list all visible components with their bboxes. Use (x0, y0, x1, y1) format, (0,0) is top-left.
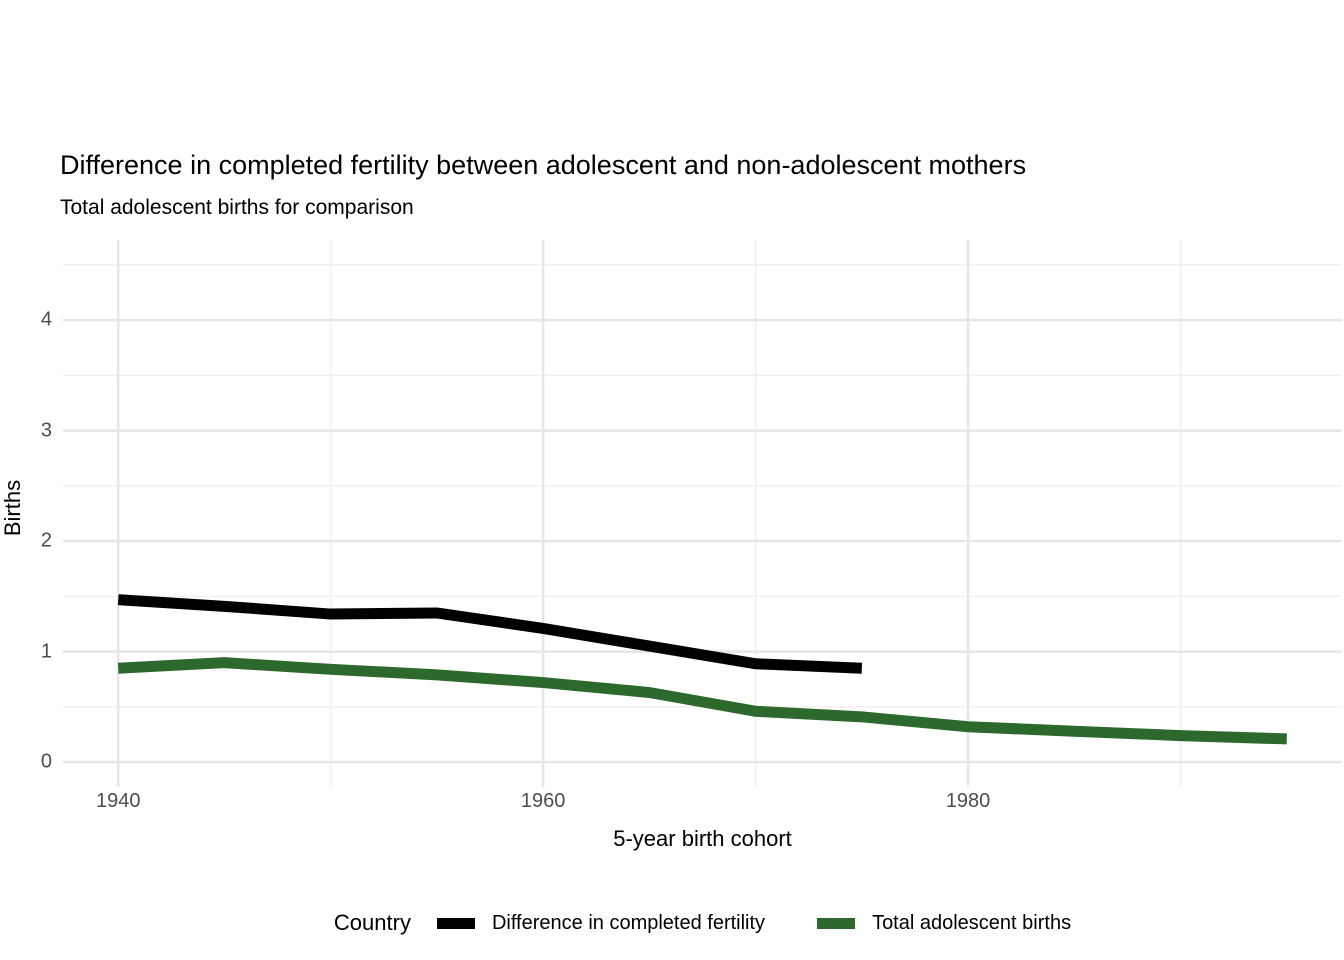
x-tick-label: 1940 (95, 790, 141, 812)
y-tick-label: 4 (40, 308, 52, 331)
legend-key-line-icon (817, 917, 856, 929)
chart-title: Difference in completed fertility betwee… (60, 150, 1027, 180)
legend-label: Total adolescent births (872, 911, 1072, 934)
y-tick-label: 1 (40, 640, 52, 663)
x-axis-title: 5-year birth cohort (613, 826, 792, 851)
x-tick-label: 1980 (945, 790, 991, 812)
y-tick-label: 3 (40, 419, 52, 442)
y-tick-label: 0 (40, 750, 52, 773)
chart-subtitle: Total adolescent births for comparison (60, 196, 414, 219)
series-lines (117, 594, 1287, 745)
series-line-0 (117, 594, 863, 674)
x-tick-label: 1960 (520, 790, 566, 812)
legend-key-line-icon (436, 917, 475, 929)
gridlines-major (63, 240, 1342, 787)
legend-item: Total adolescent births (817, 912, 1071, 935)
series-line-1 (117, 657, 1287, 745)
y-tick-label: 2 (40, 529, 52, 552)
legend-item: Difference in completed fertility (436, 911, 766, 935)
legend-label: Difference in completed fertility (491, 911, 766, 934)
legend: Country Difference in completed fertilit… (63, 903, 1342, 943)
legend-title: Country (333, 910, 411, 935)
